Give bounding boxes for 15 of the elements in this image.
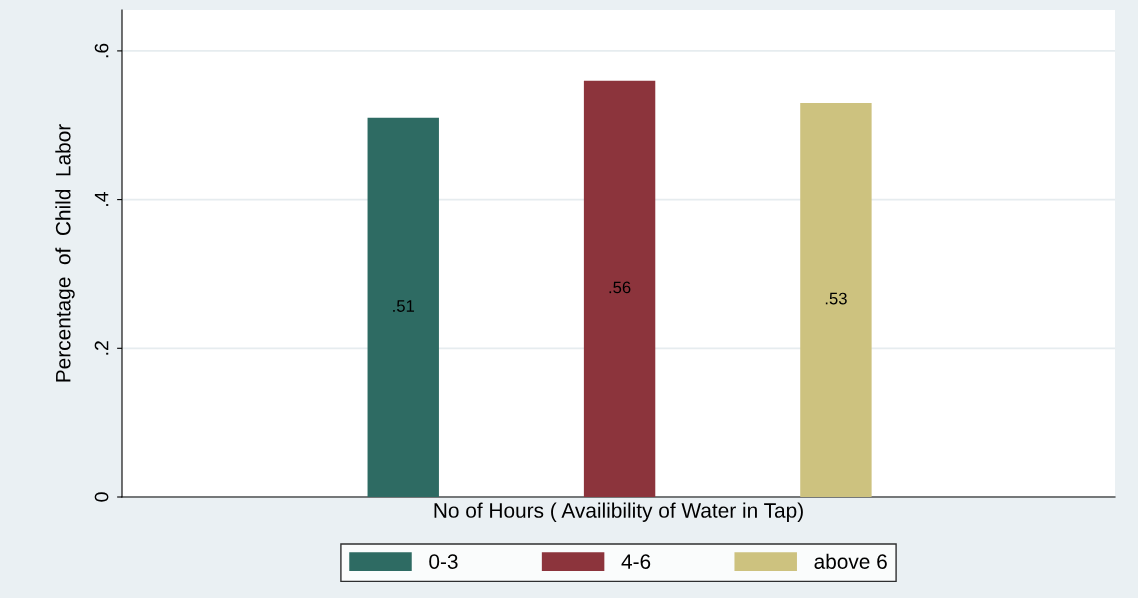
y-tick-label: .6: [94, 43, 109, 58]
legend-label: 4-6: [621, 554, 651, 569]
y-tick-label: .2: [94, 341, 109, 355]
y-axis-title: Percentage of Child Labor: [55, 124, 75, 382]
bar: [583, 80, 656, 497]
data-label: .53: [825, 292, 847, 305]
y-tick-label: .4: [94, 192, 109, 206]
y-tick-label: 0: [94, 492, 109, 502]
bar: [800, 102, 872, 497]
data-label: .56: [609, 281, 631, 294]
legend-label: 0-3: [429, 554, 458, 569]
bar: [367, 117, 439, 497]
x-axis-title: No of Hours ( Availibility of Water in Tap): [434, 502, 803, 522]
data-label: .51: [393, 300, 415, 312]
legend-label: above 6: [814, 553, 887, 569]
